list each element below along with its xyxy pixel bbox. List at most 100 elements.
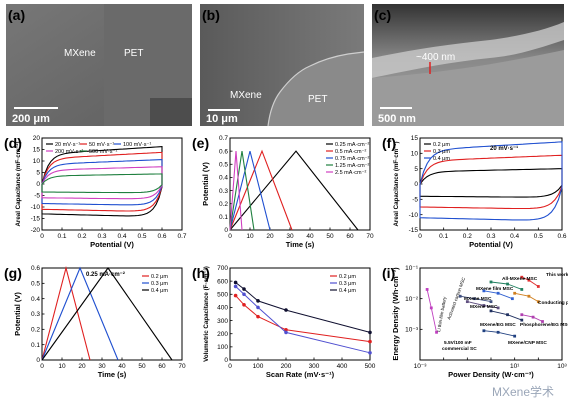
ragone-point-MXene/CNP MSC xyxy=(496,330,500,334)
y-tick-label-e: 0.5 xyxy=(219,161,228,168)
x-tick-label-e: 50 xyxy=(326,233,334,240)
y-tick-label-g: 0 xyxy=(36,357,40,364)
plot-g: 0 10 20 30 40 50 60 70 0 0.1 0.2 0.3 0.4 0.5 0.6 Time (… xyxy=(13,265,186,379)
cv-curve-0.2 μm xyxy=(419,168,563,198)
x-tick-label-e: 0 xyxy=(228,233,232,240)
ragone-point-MXene film MSC xyxy=(510,297,514,301)
film-layer xyxy=(372,22,564,78)
cv-curve-500 mV·s⁻¹ xyxy=(41,173,163,194)
rate-point-0.4 μm xyxy=(284,308,288,312)
ragone-point-This work xyxy=(536,285,540,288)
annotation-g: 0.25 mA·cm⁻² xyxy=(86,271,125,278)
y-tick-label-d: 10 xyxy=(33,158,41,165)
ragone-label-6: MXene/EG MSC xyxy=(480,322,516,328)
edge-line-b xyxy=(267,51,365,127)
y-tick-label-h: 300 xyxy=(217,318,228,325)
rate-point-0.3 μm xyxy=(233,284,238,289)
ragone-point-MXene MSC xyxy=(465,300,469,304)
x-tick-label-e: 10 xyxy=(246,233,254,240)
panel-label-d: (d) xyxy=(4,135,22,151)
ragone-label-5: MXene MSC xyxy=(470,304,498,310)
legend-label-g: 0.3 μm xyxy=(151,281,168,287)
ragone-label-0: This work xyxy=(546,272,568,278)
rate-point-0.2 μm xyxy=(242,303,246,307)
x-tick-label-f: 0.1 xyxy=(439,233,448,240)
rate-point-0.3 μm xyxy=(256,305,260,310)
cv-curve-0.3 μm xyxy=(419,154,563,210)
x-tick-label-h: 0 xyxy=(228,363,232,370)
y-tick-label-g: 0.4 xyxy=(31,296,40,303)
legend-label-d: 20 mV·s⁻¹ xyxy=(55,142,80,148)
pet-label-b: PET xyxy=(308,94,327,105)
rate-point-0.3 μm xyxy=(284,330,288,335)
legend-label-f: 0.2 μm xyxy=(433,142,450,148)
ragone-curve-Li thin-film battery xyxy=(426,289,437,333)
x-tick-label-f: 0.6 xyxy=(557,233,566,240)
ragone-point-MXene film MSC xyxy=(482,289,486,293)
x-tick-label-g: 10 xyxy=(58,363,66,370)
y-tick-label-h: 500 xyxy=(217,291,228,298)
legend-label-g: 0.4 μm xyxy=(151,288,168,294)
x-tick-label-g: 30 xyxy=(98,363,106,370)
y-tick-label-g: 0.2 xyxy=(31,327,40,334)
ragone-label-4: MXene MSC xyxy=(464,296,492,302)
y-axis-label-f: Areal Capacitance (mF·cm⁻²) xyxy=(393,141,400,226)
ragone-curve-Conducting polymer MSC xyxy=(514,292,539,302)
ragone-label-1: All-MXene MSC xyxy=(502,276,538,282)
ragone-point-Li thin-film battery xyxy=(425,288,429,291)
rate-point-0.3 μm xyxy=(368,350,372,355)
y-tick-label-g: 0.3 xyxy=(31,311,40,318)
pet-label-a: PET xyxy=(124,48,143,59)
y-tick-label-d: -20 xyxy=(31,227,41,234)
gcd-curve-0.5 mA·cm⁻² xyxy=(229,149,293,231)
panel-b: (b) MXene PET 10 μm xyxy=(200,4,365,127)
y-tick-label-h: 700 xyxy=(217,265,228,272)
x-tick-label-d: 0.4 xyxy=(117,233,126,240)
x-axis-label-e: Time (s) xyxy=(286,240,315,249)
rate-point-0.2 μm xyxy=(368,339,372,344)
x-tick-label-f: 0.3 xyxy=(486,233,495,240)
x-tick-label-i: 10⁻³ xyxy=(414,363,428,370)
mxene-label-a: MXene xyxy=(64,48,96,59)
x-tick-label-f: 0.2 xyxy=(463,233,472,240)
y-axis-label-g: Potential (V) xyxy=(13,292,22,336)
y-tick-label-d: 0 xyxy=(36,181,40,188)
x-tick-label-i: 10¹ xyxy=(510,363,520,370)
annotation-f: 20 mV·s⁻¹ xyxy=(490,145,518,152)
y-tick-label-h: 400 xyxy=(217,305,228,312)
legend-label-h: 0.4 μm xyxy=(339,288,356,294)
ragone-point-MXene/EG MSC xyxy=(506,313,509,317)
x-axis-label-d: Potential (V) xyxy=(90,240,134,249)
x-axis-label-g: Time (s) xyxy=(98,370,127,379)
y-axis-label-e: Potential (V) xyxy=(201,162,210,206)
y-tick-label-f: 5 xyxy=(414,166,418,173)
panel-label-b: (b) xyxy=(202,7,220,23)
x-axis-label-h: Scan Rate (mV·s⁻¹) xyxy=(266,370,335,379)
legend-label-f: 0.3 μm xyxy=(433,149,450,155)
rate-point-0.2 μm xyxy=(256,314,260,319)
mxene-label-b: MXene xyxy=(230,90,262,101)
x-tick-label-f: 0 xyxy=(418,233,422,240)
panel-label-e: (e) xyxy=(192,135,209,151)
y-tick-label-e: 0.1 xyxy=(219,214,228,221)
substrate-region xyxy=(372,50,564,126)
cv-curve-50 mV·s⁻¹ xyxy=(41,151,163,212)
ragone-label-2: MXene film MSC xyxy=(476,286,514,292)
gcd-curve-0.25 mA·cm⁻² xyxy=(229,150,359,231)
rate-point-0.4 μm xyxy=(242,287,246,291)
y-tick-label-i: 10⁻² xyxy=(405,296,419,303)
y-tick-label-d: -5 xyxy=(34,193,40,200)
rate-point-0.4 μm xyxy=(256,299,260,303)
x-axis-label-f: Potential (V) xyxy=(469,240,513,249)
x-tick-label-d: 0.6 xyxy=(157,233,166,240)
ragone-label-8: MXene/CNP MSC xyxy=(508,340,547,346)
panel-label-g: (g) xyxy=(4,265,22,281)
rate-point-0.2 μm xyxy=(284,327,288,332)
ragone-point-MXene MSC xyxy=(489,300,493,304)
gcd-curve-0.3 μm xyxy=(41,266,119,361)
legend-label-g: 0.2 μm xyxy=(151,274,168,280)
x-tick-label-h: 300 xyxy=(309,363,320,370)
y-tick-label-e: 0.6 xyxy=(219,148,228,155)
y-tick-label-e: 0.7 xyxy=(219,135,228,142)
ragone-point-All-MXene MSC xyxy=(506,282,509,286)
